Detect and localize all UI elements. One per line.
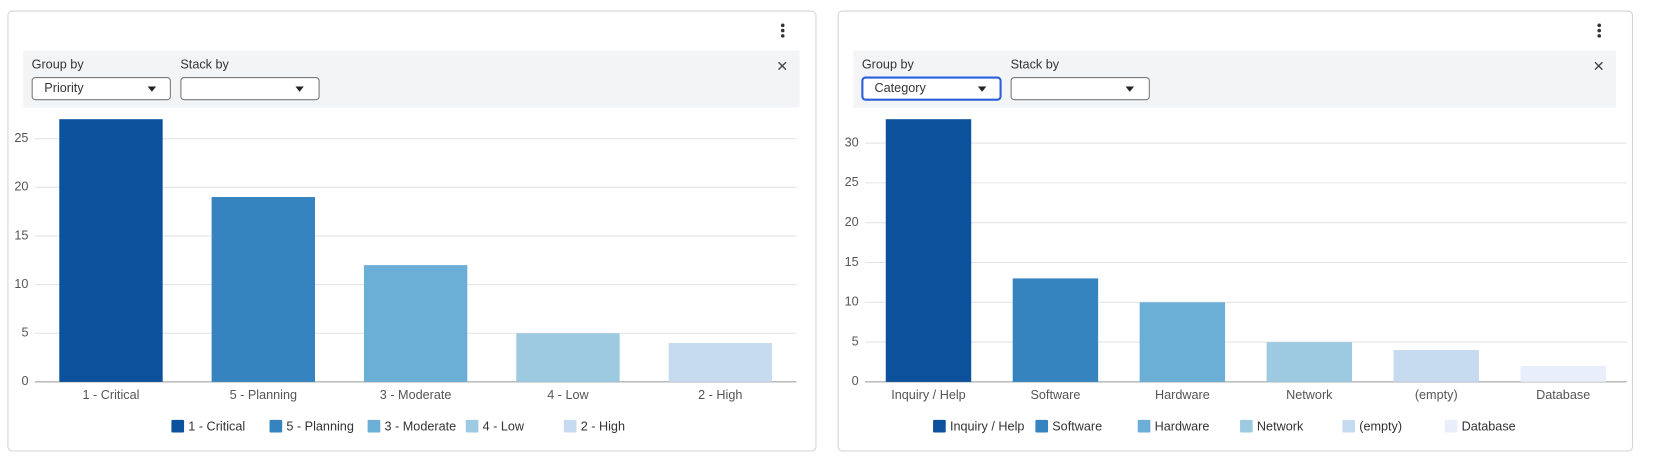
- group-by-select[interactable]: [861, 76, 1002, 101]
- legend-swatch[interactable]: [1137, 419, 1151, 433]
- legend-swatch[interactable]: [563, 419, 577, 433]
- stack-by-label: Stack by: [180, 58, 229, 72]
- legend-label[interactable]: Network: [1257, 420, 1304, 434]
- legend-swatch[interactable]: [1035, 419, 1049, 433]
- legend-label[interactable]: Database: [1462, 420, 1516, 434]
- y-tick-label: 20: [14, 180, 28, 194]
- x-tick-label: Database: [1536, 388, 1590, 402]
- bar[interactable]: [1139, 302, 1226, 382]
- bar[interactable]: [885, 119, 972, 382]
- x-tick-label: (empty): [1415, 388, 1458, 402]
- x-tick-label: 1 - Critical: [83, 388, 140, 402]
- y-tick-label: 10: [14, 277, 28, 291]
- menu-dot[interactable]: [1597, 23, 1602, 28]
- x-tick-label: 2 - High: [698, 388, 742, 402]
- y-tick-label: 30: [845, 135, 859, 149]
- legend-label[interactable]: 2 - High: [581, 420, 625, 434]
- legend-label[interactable]: 5 - Planning: [286, 420, 353, 434]
- y-tick-label: 0: [852, 374, 859, 388]
- dropdown-arrow: [1125, 86, 1135, 92]
- dropdown-arrow: [147, 86, 157, 92]
- menu-dot[interactable]: [1597, 34, 1602, 38]
- x-tick-label: Software: [1030, 388, 1080, 402]
- legend-swatch[interactable]: [1240, 419, 1253, 433]
- legend-swatch[interactable]: [269, 419, 283, 433]
- legend-label[interactable]: Software: [1052, 420, 1102, 434]
- dropdown-arrow: [977, 86, 987, 92]
- y-tick-label: 5: [21, 326, 28, 340]
- bar[interactable]: [59, 119, 163, 382]
- y-tick-label: 15: [14, 228, 28, 242]
- bar[interactable]: [516, 333, 620, 382]
- bar[interactable]: [363, 265, 468, 382]
- menu-dot[interactable]: [780, 28, 785, 33]
- bar[interactable]: [1266, 342, 1353, 382]
- menu-dot[interactable]: [780, 34, 785, 38]
- menu-dot[interactable]: [780, 23, 785, 28]
- y-tick-label: 25: [845, 175, 859, 189]
- legend-label[interactable]: Hardware: [1155, 420, 1210, 434]
- bar[interactable]: [1520, 365, 1606, 382]
- legend-label[interactable]: 3 - Moderate: [385, 420, 457, 434]
- x-tick-label: 5 - Planning: [230, 388, 297, 402]
- bar[interactable]: [1012, 278, 1099, 382]
- y-tick-label: 0: [21, 374, 28, 388]
- legend-swatch[interactable]: [1342, 419, 1356, 433]
- x-tick-label: Inquiry / Help: [891, 388, 965, 402]
- group-by-value: Category: [875, 81, 927, 95]
- group-by-value: Priority: [44, 81, 84, 95]
- y-tick-label: 5: [852, 334, 859, 348]
- stack-by-select[interactable]: [1010, 77, 1150, 101]
- y-tick-label: 15: [845, 255, 859, 269]
- group-by-select[interactable]: [31, 77, 171, 101]
- legend-swatch[interactable]: [1444, 419, 1458, 433]
- x-tick-label: 4 - Low: [547, 388, 589, 402]
- legend-swatch[interactable]: [367, 419, 381, 433]
- menu-dot[interactable]: [1597, 28, 1602, 33]
- y-tick-label: 20: [845, 215, 859, 229]
- legend-label[interactable]: Inquiry / Help: [950, 420, 1024, 434]
- legend-swatch[interactable]: [933, 419, 946, 433]
- legend-swatch[interactable]: [465, 419, 479, 433]
- bar[interactable]: [668, 342, 772, 382]
- x-tick-label: Hardware: [1155, 388, 1210, 402]
- legend-label[interactable]: 1 - Critical: [188, 420, 245, 434]
- legend-label[interactable]: (empty): [1359, 420, 1402, 434]
- stack-by-select[interactable]: [180, 77, 320, 101]
- y-tick-label: 10: [845, 295, 859, 309]
- legend-swatch[interactable]: [171, 419, 185, 433]
- x-tick-label: Network: [1286, 388, 1333, 402]
- y-tick-label: 25: [14, 131, 28, 145]
- x-tick-label: 3 - Moderate: [380, 388, 452, 402]
- legend-label[interactable]: 4 - Low: [483, 420, 525, 434]
- group-by-label: Group by: [862, 58, 915, 72]
- stack-by-label: Stack by: [1011, 58, 1060, 72]
- bar[interactable]: [1393, 350, 1479, 382]
- dropdown-arrow: [295, 86, 304, 92]
- group-by-label: Group by: [32, 58, 85, 72]
- close-button[interactable]: [1594, 61, 1603, 71]
- bar[interactable]: [211, 197, 315, 382]
- close-button[interactable]: [778, 61, 787, 71]
